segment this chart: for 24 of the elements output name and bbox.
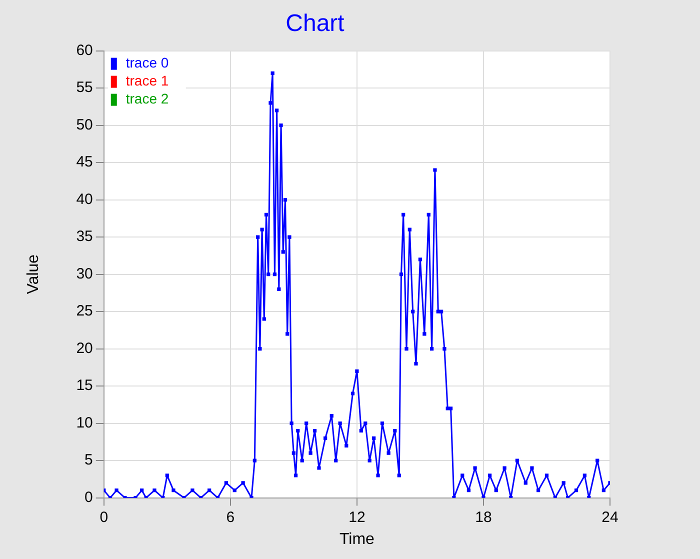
x-tick-label: 0 [100,508,108,526]
y-tick-label: 60 [76,42,93,59]
legend-label: trace 0 [126,54,169,71]
y-tick-label: 5 [84,452,93,469]
legend-label: trace 2 [126,90,169,107]
y-tick-label: 55 [76,79,93,96]
y-tick-label: 40 [76,190,93,208]
x-tick-label: 24 [602,508,618,526]
chart-title: Chart [286,10,345,38]
legend-label: trace 1 [126,72,169,89]
y-tick-label: 20 [76,340,93,357]
y-tick-label: 45 [76,154,93,171]
y-tick-label: 25 [76,302,93,320]
y-tick-label: 50 [76,116,93,134]
y-tick-label: 0 [84,488,93,506]
x-tick-label: 18 [475,508,492,526]
y-tick-label: 35 [76,228,93,246]
y-axis-title: Value [25,254,42,294]
x-axis-title: Time [339,530,375,548]
x-tick-label: 6 [226,508,235,526]
x-tick-label: 12 [348,508,366,526]
y-tick-label: 10 [76,414,93,432]
y-tick-label: 30 [76,265,93,282]
y-tick-label: 15 [76,377,93,394]
